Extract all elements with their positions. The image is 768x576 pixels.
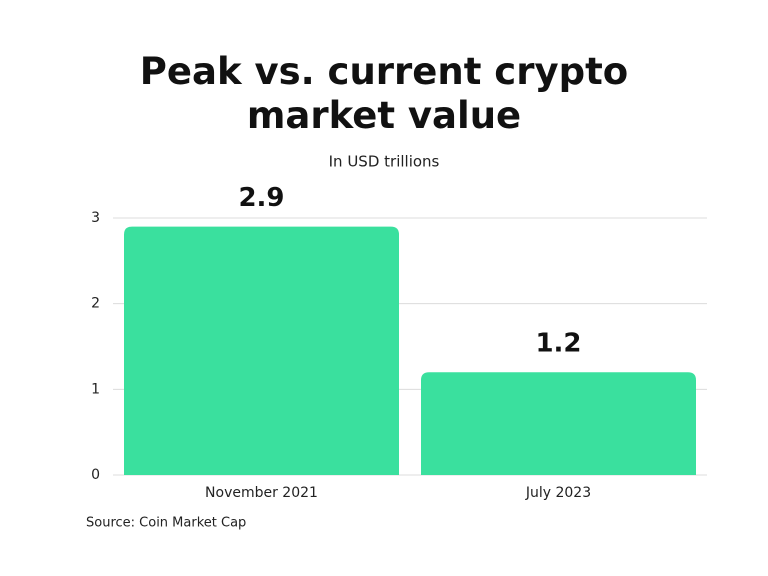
value-label: 2.9 (238, 183, 284, 213)
chart-title: Peak vs. current crypto market value (139, 50, 629, 137)
y-tick-label: 3 (91, 210, 100, 226)
x-tick-label: November 2021 (205, 485, 318, 501)
chart-subtitle: In USD trillions (329, 153, 440, 171)
bar (124, 226, 399, 475)
y-tick-label: 0 (91, 467, 100, 483)
value-label: 1.2 (535, 329, 581, 359)
source-note: Source: Coin Market Cap (86, 516, 246, 531)
x-tick-label: July 2023 (525, 485, 591, 501)
y-tick-label: 2 (91, 296, 100, 312)
bar (421, 372, 696, 475)
y-tick-label: 1 (91, 381, 100, 397)
